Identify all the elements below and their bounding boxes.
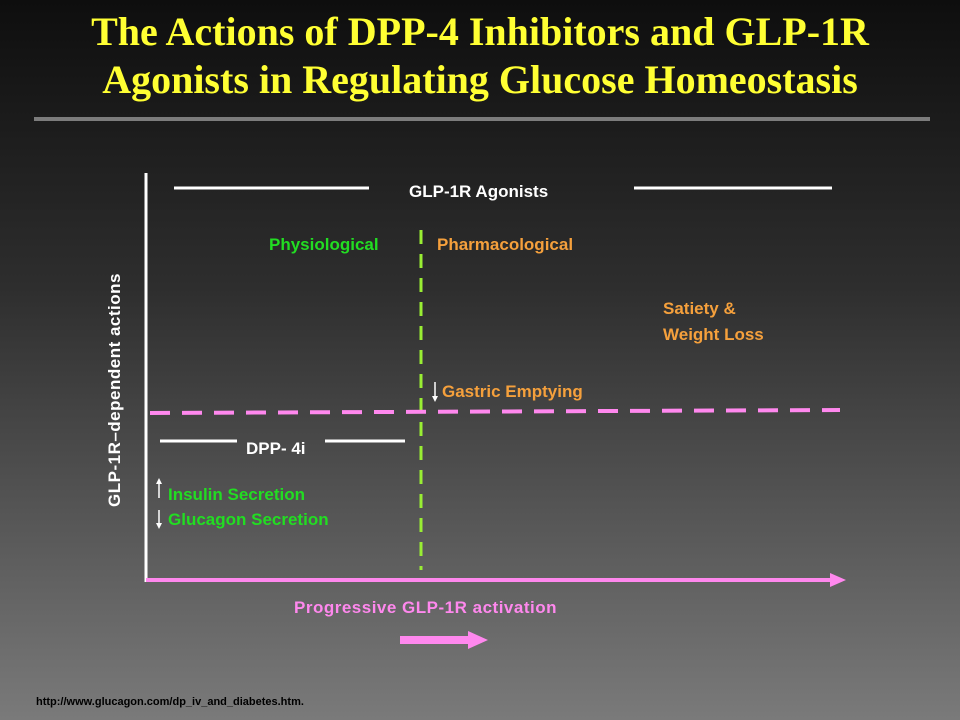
insulin-secretion-label: Insulin Secretion (168, 485, 305, 504)
title-divider (34, 117, 930, 121)
satiety-weight-loss-label: Satiety & Weight Loss (663, 296, 764, 348)
insulin-up-arrow-head (156, 478, 162, 484)
satiety-line-1: Satiety & (663, 299, 736, 318)
x-axis-arrowhead (830, 573, 846, 587)
satiety-line-2: Weight Loss (663, 325, 764, 344)
source-url: http://www.glucagon.com/dp_iv_and_diabet… (36, 696, 304, 708)
x-axis-label: Progressive GLP-1R activation (294, 598, 557, 617)
title-line-2: Agonists in Regulating Glucose Homeostas… (102, 57, 858, 102)
dpp4-label: DPP- 4i (246, 439, 306, 458)
glucagon-down-arrow-head (156, 523, 162, 529)
threshold-dashed-line (149, 408, 841, 415)
activation-arrow-head (468, 631, 488, 649)
gastric-down-arrow-head (432, 396, 438, 402)
glp1r-agonists-label: GLP-1R Agonists (409, 182, 549, 201)
y-axis-label: GLP-1R–dependent actions (105, 273, 124, 507)
activation-arrow-body (400, 636, 470, 644)
pharmacological-label: Pharmacological (437, 235, 574, 254)
glucagon-secretion-label: Glucagon Secretion (168, 510, 329, 529)
physiological-label: Physiological (269, 235, 379, 254)
title-line-1: The Actions of DPP-4 Inhibitors and GLP-… (91, 9, 869, 54)
gastric-emptying-label: Gastric Emptying (442, 382, 583, 401)
slide-title: The Actions of DPP-4 Inhibitors and GLP-… (0, 8, 960, 104)
